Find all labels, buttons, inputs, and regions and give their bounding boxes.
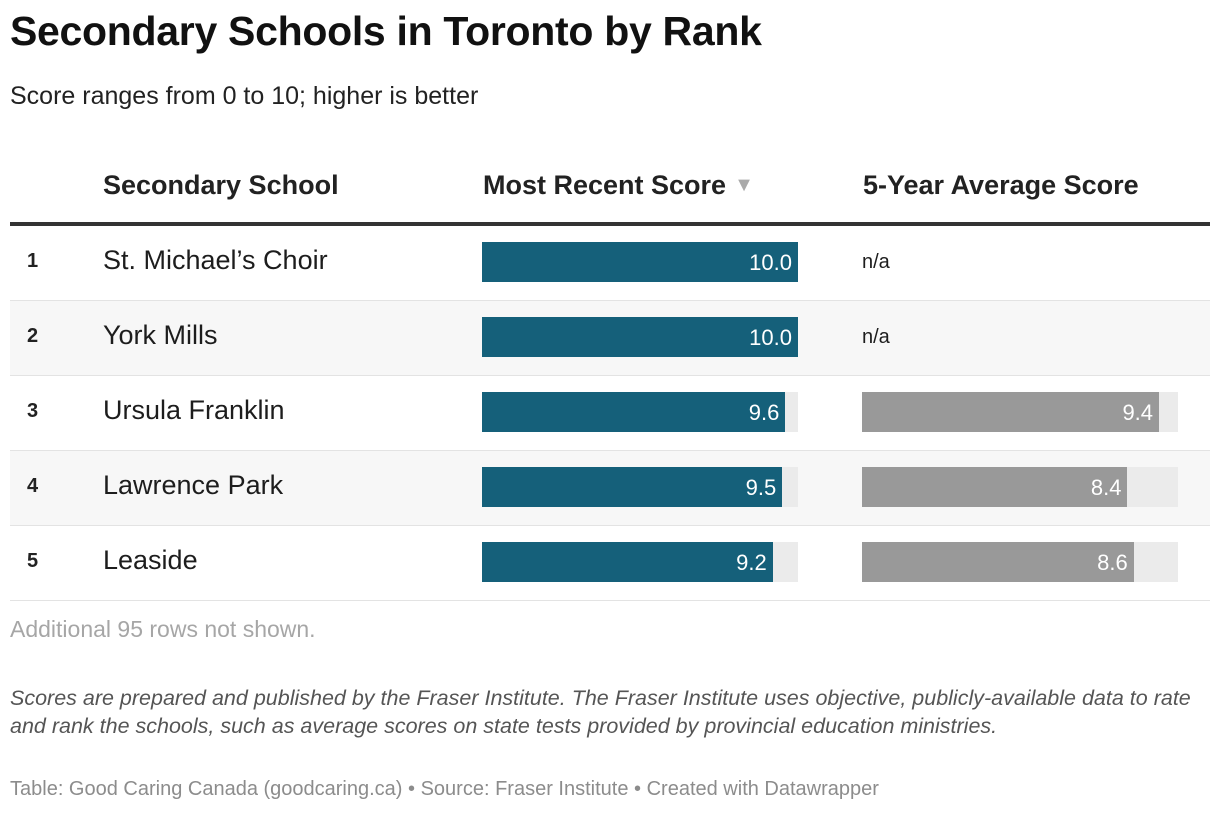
rank-number: 4	[27, 475, 39, 497]
chart-subtitle: Score ranges from 0 to 10; higher is bet…	[10, 82, 479, 110]
rank-number: 2	[27, 325, 39, 347]
table-header: Secondary School Most Recent Score ▼ 5-Ye…	[10, 150, 1210, 226]
recent-score-value: 9.2	[736, 550, 767, 575]
school-name: Ursula Franklin	[103, 395, 285, 425]
column-header-recent-score-label: Most Recent Score	[483, 170, 727, 200]
footer-separator: •	[402, 778, 421, 800]
recent-score-bar-track: 10.0	[482, 317, 798, 357]
column-header-average-score[interactable]: 5-Year Average Score	[863, 170, 1139, 200]
recent-score-bar-track: 9.2	[482, 542, 798, 582]
average-score-value: 8.6	[1097, 550, 1128, 575]
rank-number: 5	[27, 550, 39, 572]
average-score-na: n/a	[862, 251, 890, 273]
ranking-table: Secondary School Most Recent Score ▼ 5-Ye…	[10, 150, 1210, 601]
school-name: Lawrence Park	[103, 470, 284, 500]
recent-score-value: 9.5	[745, 475, 777, 500]
average-score-bar-track: 8.6	[862, 542, 1178, 582]
recent-score-bar: 9.5	[482, 467, 783, 507]
average-score-bar: 8.6	[862, 542, 1134, 582]
more-rows-note: Additional 95 rows not shown.	[10, 616, 316, 642]
footer-credit-link[interactable]: Created with Datawrapper	[646, 778, 879, 800]
rank-number: 3	[27, 400, 39, 422]
recent-score-bar: 10.0	[482, 317, 798, 357]
footer-table-link[interactable]: Table: Good Caring Canada (goodcaring.ca…	[10, 778, 403, 800]
average-score-bar: 9.4	[862, 392, 1160, 432]
school-name: York Mills	[103, 320, 218, 350]
table-row: 5 Leaside 9.2 8.6	[10, 526, 1210, 601]
recent-score-value: 10.0	[749, 250, 792, 275]
average-score-value: 8.4	[1090, 475, 1122, 500]
school-name: St. Michael’s Choir	[103, 245, 328, 275]
table-row: 3 Ursula Franklin 9.6 9.4	[10, 376, 1210, 451]
recent-score-bar: 9.2	[482, 542, 773, 582]
table-notes: Scores are prepared and published by the…	[10, 686, 1191, 738]
table-row: 1 St. Michael’s Choir 10.0 n/a	[10, 226, 1210, 301]
recent-score-bar: 9.6	[482, 392, 786, 432]
recent-score-bar-track: 10.0	[482, 242, 798, 282]
recent-score-value: 9.6	[748, 400, 780, 425]
footer-source-link[interactable]: Source: Fraser Institute	[420, 778, 629, 800]
average-score-na: n/a	[862, 326, 890, 348]
average-score-bar-track: 8.4	[862, 467, 1178, 507]
table-body: 1 St. Michael’s Choir 10.0 n/a 2 York Mills 10…	[10, 226, 1210, 601]
school-name: Leaside	[103, 545, 198, 575]
footer-separator: •	[628, 778, 647, 800]
recent-score-bar-track: 9.6	[482, 392, 798, 432]
table-row: 2 York Mills 10.0 n/a	[10, 301, 1210, 376]
table-row: 4 Lawrence Park 9.5 8.4	[10, 451, 1210, 526]
average-score-bar-track: 9.4	[862, 392, 1178, 432]
footer: Table: Good Caring Canada (goodcaring.ca…	[10, 778, 879, 801]
rank-number: 1	[27, 250, 39, 272]
sort-descending-icon[interactable]: ▼	[734, 174, 754, 196]
average-score-value: 9.4	[1122, 400, 1154, 425]
recent-score-bar-track: 9.5	[482, 467, 798, 507]
recent-score-bar: 10.0	[482, 242, 798, 282]
column-header-recent-score[interactable]: Most Recent Score ▼	[483, 170, 754, 201]
recent-score-value: 10.0	[749, 325, 792, 350]
average-score-bar: 8.4	[862, 467, 1128, 507]
chart-title: Secondary Schools in Toronto by Rank	[10, 8, 762, 54]
column-header-school[interactable]: Secondary School	[103, 170, 339, 200]
